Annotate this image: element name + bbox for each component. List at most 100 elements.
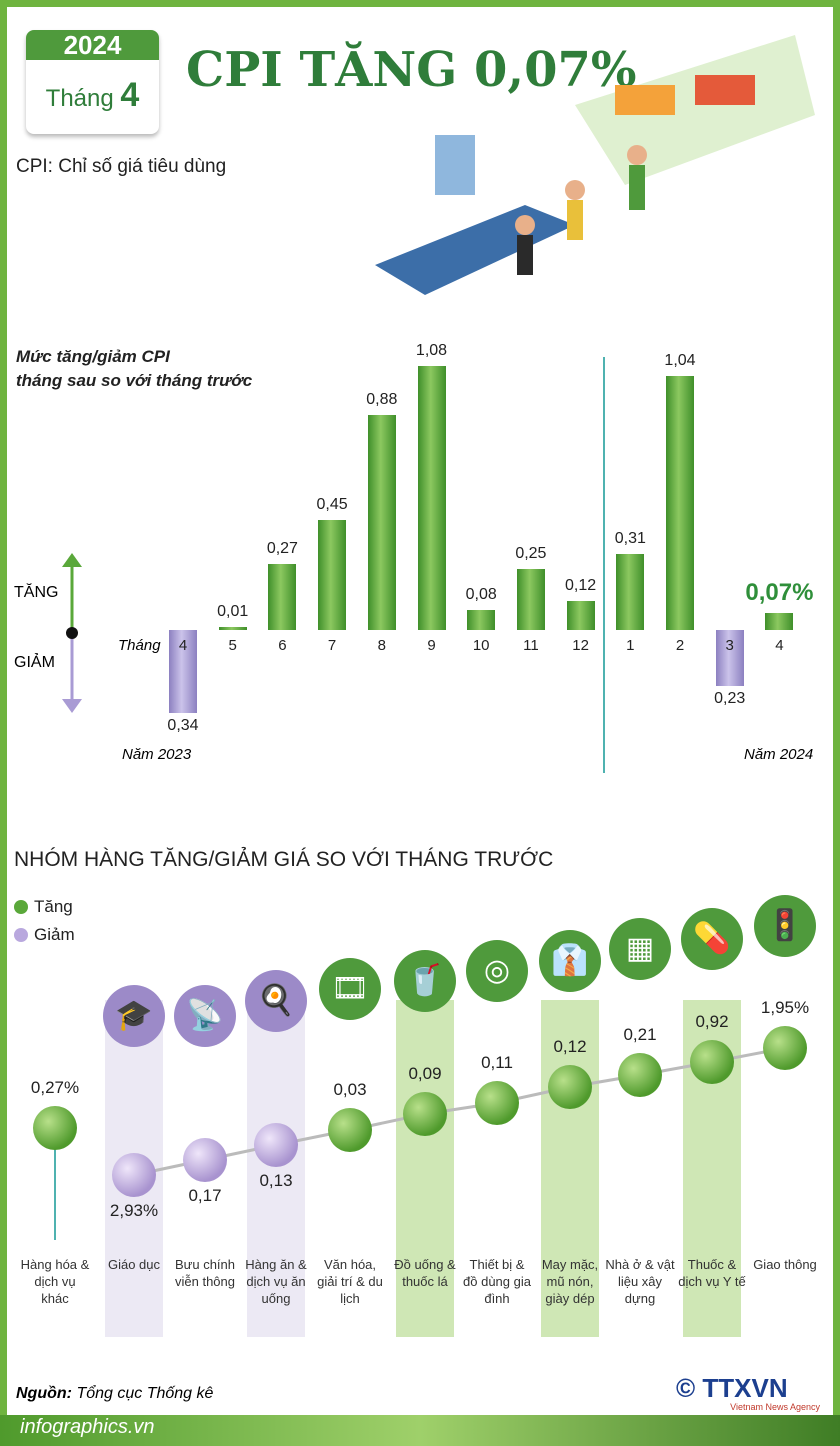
traffic-light-icon: 🚦 [754,895,816,957]
group-value: 1,95% [760,998,810,1017]
month-number: 4 [120,76,140,114]
group-name: Hàng hóa & dịch vụ khác [20,1257,90,1306]
bar-11 [715,630,744,687]
group-point [548,1065,592,1109]
group-name: Nhà ở & vật liệu xây dựng [605,1257,675,1306]
antenna-icon: 📡 [174,985,236,1047]
up-label: TĂNG [14,584,59,601]
bar-value-label: 0,12 [565,576,597,594]
group-point [254,1123,298,1167]
bar-value-label: 0,08 [465,586,497,604]
graduation-cap-icon: 🎓 [103,985,165,1047]
shirt-shoes-icon: 👔 [539,930,601,992]
page-title: CPI TĂNG 0,07% [186,42,637,98]
bar-value-label: 0,31 [614,530,646,548]
group-point [328,1108,372,1152]
calendar-badge: 2024 Tháng 4 [26,30,159,134]
group-name: Hàng ăn & dịch vụ ăn uống [245,1257,307,1306]
x-axis-label: Tháng [118,637,161,654]
group-name: Thiết bị & đồ dùng gia đình [463,1257,531,1306]
bar-value-label: 0,01 [217,603,249,620]
group-name: Giáo dục [107,1257,161,1272]
film-reel-icon: 🎞 [319,958,381,1020]
year-label-2024: Năm 2024 [744,746,814,763]
group-point [763,1026,807,1070]
month-tick: 4 [178,637,188,654]
group-value: 0,03 [333,1080,367,1099]
group-point [618,1053,662,1097]
legend-down: Giảm [14,925,75,945]
column-highlight [247,1000,305,1337]
group-value: 0,13 [259,1171,293,1190]
supermarket-illustration [375,35,815,295]
bar-value-label: 0,27 [266,540,298,558]
bar-value-label: 0,88 [366,391,398,409]
month-tick: 9 [427,637,436,654]
drink-cigarette-icon: 🥤 [394,950,456,1012]
group-value: 0,11 [481,1053,513,1072]
ttxvn-logo: © TTXVN [676,1373,788,1403]
month-tick: 2 [675,637,685,654]
bar-7 [516,569,545,630]
site-link[interactable]: infographics.vn [20,1416,155,1438]
group-name: Giao thông [753,1257,817,1272]
group-chart-title: NHÓM HÀNG TĂNG/GIẢM GIÁ SO VỚI THÁNG TRƯ… [14,848,554,871]
group-value: 0,92 [695,1012,729,1031]
month-tick: 4 [775,637,784,654]
group-point [33,1106,77,1150]
footer-bar [0,1415,840,1446]
bar-3 [318,520,347,630]
year-divider [603,357,605,773]
month-tick: 1 [626,637,635,654]
bar-value-label: 0,34 [167,716,199,734]
group-value: 0,09 [408,1064,442,1083]
group-value: 0,27% [30,1078,80,1097]
bar-1 [218,627,247,630]
bar-12 [765,612,794,630]
source: Nguồn: Tổng cục Thống kê [16,1385,214,1402]
month-tick: 10 [472,637,490,654]
group-value: 2,93% [109,1201,159,1220]
group-name: Đồ uống & thuốc lá [394,1257,456,1289]
group-point [403,1092,447,1136]
group-value: 0,12 [553,1037,587,1056]
month-tick: 6 [278,637,287,654]
bar-2 [268,564,297,630]
group-point [475,1081,519,1125]
bar-value-label: 0,45 [316,496,348,514]
subtitle: CPI: Chỉ số giá tiêu dùng [16,156,227,177]
month-tick: 8 [377,637,386,654]
month-tick: 5 [228,637,237,654]
group-point [112,1153,156,1197]
month-label: Tháng [45,85,114,112]
bar-5 [417,366,446,630]
calendar-year: 2024 [26,30,159,60]
bar-value-label: 1,08 [415,342,448,360]
month-tick: 12 [572,637,589,654]
bar-6 [467,610,496,630]
bar-8 [566,600,595,630]
group-point [690,1040,734,1084]
bar-4 [367,415,396,630]
group-name: May mặc, mũ nón, giày dép [541,1257,599,1306]
bar-value-label: 1,04 [664,352,696,370]
meal-icon: 🍳 [245,970,307,1032]
month-tick: 3 [725,637,734,654]
bar-value-label: 0,07% [745,578,814,606]
month-tick: 7 [327,637,337,654]
bricks-icon: ▦ [609,918,671,980]
group-name: Bưu chính viễn thông [174,1257,236,1289]
bar-value-label: 0,25 [515,545,547,562]
bar-0 [169,630,197,713]
bar-10 [666,376,694,630]
column-highlight [396,1000,454,1337]
group-name: Văn hóa, giải trí & du lịch [317,1257,383,1306]
group-value: 0,21 [623,1025,657,1044]
bar-value-label: 0,23 [714,690,746,708]
agency-subtitle: Vietnam News Agency [730,1402,820,1412]
pills-icon: 💊 [681,908,743,970]
group-value: 0,17 [188,1186,222,1205]
month-tick: 11 [523,637,539,654]
